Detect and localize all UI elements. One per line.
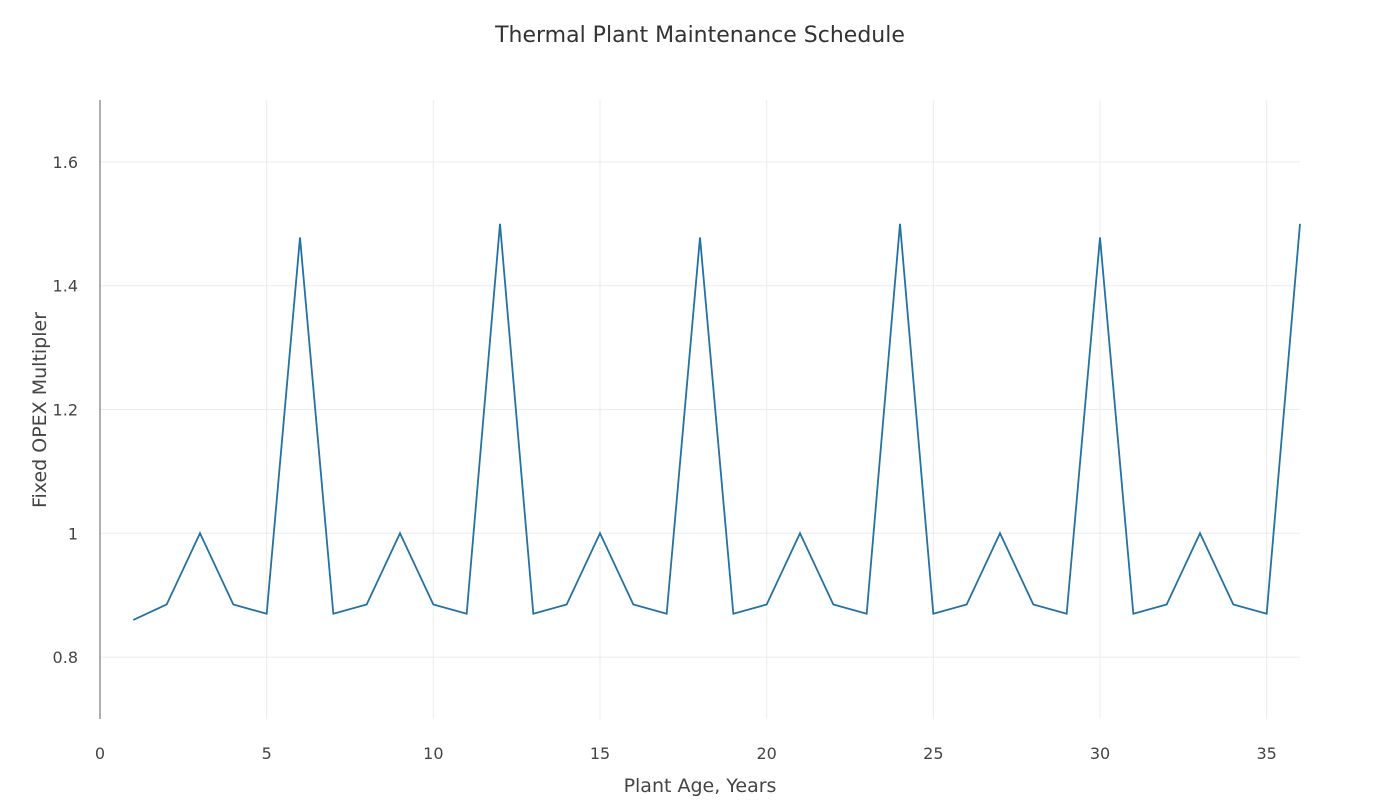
data-point [930, 611, 936, 617]
x-tick-label: 15 [590, 744, 610, 763]
grid [100, 100, 1300, 719]
data-point [597, 530, 603, 536]
x-tick-label: 0 [95, 744, 105, 763]
data-point [830, 601, 836, 607]
y-tick-label: 1.4 [53, 277, 78, 296]
data-point [730, 611, 736, 617]
x-tick-label: 10 [423, 744, 443, 763]
data-point [130, 617, 136, 623]
series-layer [130, 221, 1303, 623]
data-point [430, 601, 436, 607]
x-tick-label: 30 [1090, 744, 1110, 763]
data-point [1230, 601, 1236, 607]
data-point [964, 601, 970, 607]
y-tick-label: 1.6 [53, 153, 78, 172]
y-tick-labels: 0.8 1 1.2 1.4 1.6 [53, 153, 78, 667]
x-tick-label: 25 [923, 744, 943, 763]
data-point [497, 221, 503, 227]
data-point [897, 221, 903, 227]
y-tick-label: 1.2 [53, 401, 78, 420]
data-point [164, 601, 170, 607]
data-point [530, 611, 536, 617]
data-point [230, 601, 236, 607]
data-point [1064, 611, 1070, 617]
data-point [364, 601, 370, 607]
data-point [764, 601, 770, 607]
data-point [297, 234, 303, 240]
data-point [1097, 234, 1103, 240]
data-point [664, 611, 670, 617]
data-point [1197, 530, 1203, 536]
data-point [1130, 611, 1136, 617]
data-point [1297, 221, 1303, 227]
data-point [797, 530, 803, 536]
data-point [1030, 601, 1036, 607]
data-point [1264, 611, 1270, 617]
data-point [464, 611, 470, 617]
data-point [397, 530, 403, 536]
x-axis-label: Plant Age, Years [624, 775, 777, 797]
data-point [864, 611, 870, 617]
data-point [997, 530, 1003, 536]
x-tick-label: 5 [262, 744, 272, 763]
y-axis-label: Fixed OPEX Multipler [29, 312, 51, 508]
series-line [132, 223, 1301, 621]
chart-title: Thermal Plant Maintenance Schedule [494, 23, 905, 48]
x-tick-label: 20 [756, 744, 776, 763]
data-point [197, 530, 203, 536]
y-tick-label: 0.8 [53, 648, 78, 667]
data-point [564, 601, 570, 607]
x-tick-labels: 0 5 10 15 20 25 30 35 [95, 744, 1277, 763]
y-tick-label: 1 [68, 524, 78, 543]
data-point [264, 611, 270, 617]
data-point [630, 601, 636, 607]
data-point [697, 234, 703, 240]
data-point [1164, 601, 1170, 607]
x-tick-label: 35 [1256, 744, 1276, 763]
data-point [330, 611, 336, 617]
